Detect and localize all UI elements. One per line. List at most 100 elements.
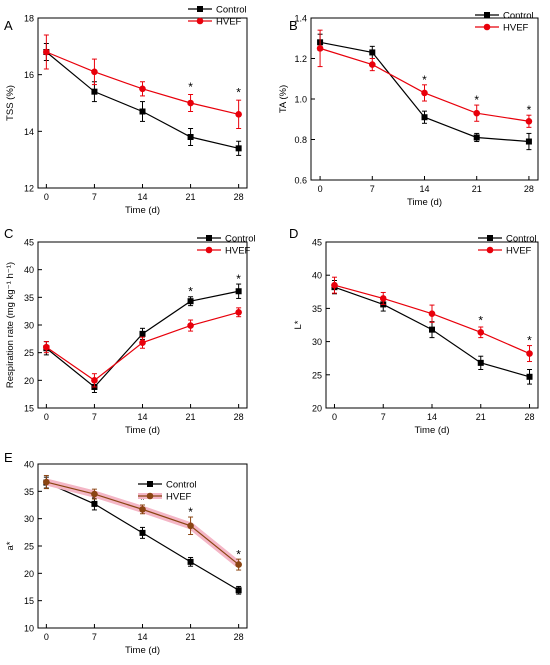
legend-marker [196, 17, 204, 25]
data-point [525, 117, 533, 125]
significance-mark: * [188, 505, 193, 519]
y-tick-label: 45 [24, 238, 34, 248]
y-tick-label: 35 [24, 487, 34, 497]
data-point [187, 522, 194, 530]
legend-marker [147, 481, 153, 487]
y-tick-label: 35 [312, 304, 322, 314]
x-axis-label: Time (d) [125, 645, 160, 656]
y-tick-label: 30 [312, 337, 322, 347]
series-control [43, 43, 242, 156]
significance-mark: * [527, 103, 532, 117]
data-point [187, 322, 194, 329]
chart-panel-a: A 12 14 16 18 0 7 14 21 28 Time (d) TSS (%) * * Contro… [4, 5, 248, 216]
x-tick-label: 21 [186, 192, 196, 202]
data-point [429, 326, 435, 333]
panel-letter: B [289, 18, 298, 33]
legend-marker [483, 23, 491, 31]
legend-marker [197, 6, 203, 12]
chart-panel-c: C 15 20 25 30 35 40 45 0 7 14 21 28 Time (d) Respirati… [4, 226, 256, 436]
data-point [235, 145, 242, 152]
data-point [421, 89, 428, 97]
x-tick-label: 14 [427, 412, 437, 422]
x-axis-label: Time (d) [414, 425, 449, 436]
legend-label: HVEF [225, 246, 251, 257]
x-axis-label: Time (d) [407, 197, 442, 208]
y-tick-label: 25 [24, 542, 34, 552]
x-tick-label: 0 [44, 632, 49, 642]
y-tick-label: 25 [24, 348, 34, 358]
legend-label: Control [506, 234, 537, 245]
data-point [477, 359, 484, 366]
y-tick-label: 40 [24, 265, 34, 275]
data-point [139, 108, 146, 115]
significance-mark: * [478, 314, 483, 328]
legend-marker [484, 12, 490, 18]
y-tick-label: 18 [24, 14, 34, 24]
legend-label: Control [166, 480, 197, 491]
x-tick-label: 14 [137, 192, 147, 202]
data-point [473, 134, 480, 141]
data-point [91, 500, 98, 507]
y-axis-label: TSS (%) [5, 85, 16, 121]
data-point [43, 48, 50, 56]
significance-mark: * [527, 334, 532, 348]
x-tick-label: 7 [381, 412, 386, 422]
y-tick-label: 20 [24, 376, 34, 386]
data-point [139, 506, 146, 513]
significance-mark: * [422, 73, 427, 87]
y-tick-label: 1.4 [294, 14, 307, 24]
data-point [235, 587, 242, 594]
data-point [91, 88, 98, 95]
y-tick-label: 30 [24, 321, 34, 331]
y-tick-label: 20 [312, 404, 322, 414]
data-point [235, 288, 242, 295]
axes-frame [37, 241, 248, 409]
significance-mark: * [236, 86, 241, 100]
x-tick-label: 21 [186, 412, 196, 422]
legend-label: HVEF [506, 246, 532, 257]
data-point [43, 478, 50, 486]
data-point [331, 281, 338, 289]
y-tick-label: 45 [312, 238, 322, 248]
x-tick-label: 28 [525, 412, 535, 422]
x-tick-label: 14 [137, 632, 147, 642]
chart-panel-d: D 20 25 30 35 40 45 0 7 14 21 28 Time (d) L* * * Control… [289, 226, 539, 436]
data-point [428, 310, 436, 318]
legend-marker [205, 246, 213, 254]
series-hvef [43, 307, 242, 388]
y-tick-label: 10 [24, 624, 34, 634]
panel-letter: C [4, 226, 13, 241]
significance-mark: * [236, 548, 241, 562]
data-point [526, 350, 533, 357]
y-tick-label: 25 [312, 370, 322, 380]
data-point [526, 373, 533, 380]
y-axis-label: Respiration rate (mg kg⁻¹ h⁻¹) [5, 262, 16, 388]
data-point [421, 114, 428, 121]
legend-marker [486, 246, 494, 254]
x-axis-label: Time (d) [125, 205, 160, 216]
data-point [187, 558, 194, 565]
x-tick-label: 7 [92, 192, 97, 202]
y-tick-label: 15 [24, 404, 34, 414]
data-point [235, 561, 242, 568]
x-tick-label: 0 [44, 412, 49, 422]
data-point [235, 111, 242, 118]
x-tick-label: 14 [137, 412, 147, 422]
data-point [91, 490, 98, 498]
data-point [139, 85, 146, 93]
legend-marker [487, 235, 493, 241]
data-point [473, 109, 481, 117]
data-point [91, 377, 98, 384]
series-hvef [43, 34, 242, 129]
data-point [91, 68, 98, 76]
data-point [379, 295, 387, 302]
panel-letter: A [4, 18, 13, 33]
significance-mark: * [474, 93, 479, 107]
data-point [477, 329, 485, 336]
series-line [45, 51, 239, 149]
legend-label: HVEF [216, 17, 242, 28]
panel-letter: D [289, 226, 298, 241]
